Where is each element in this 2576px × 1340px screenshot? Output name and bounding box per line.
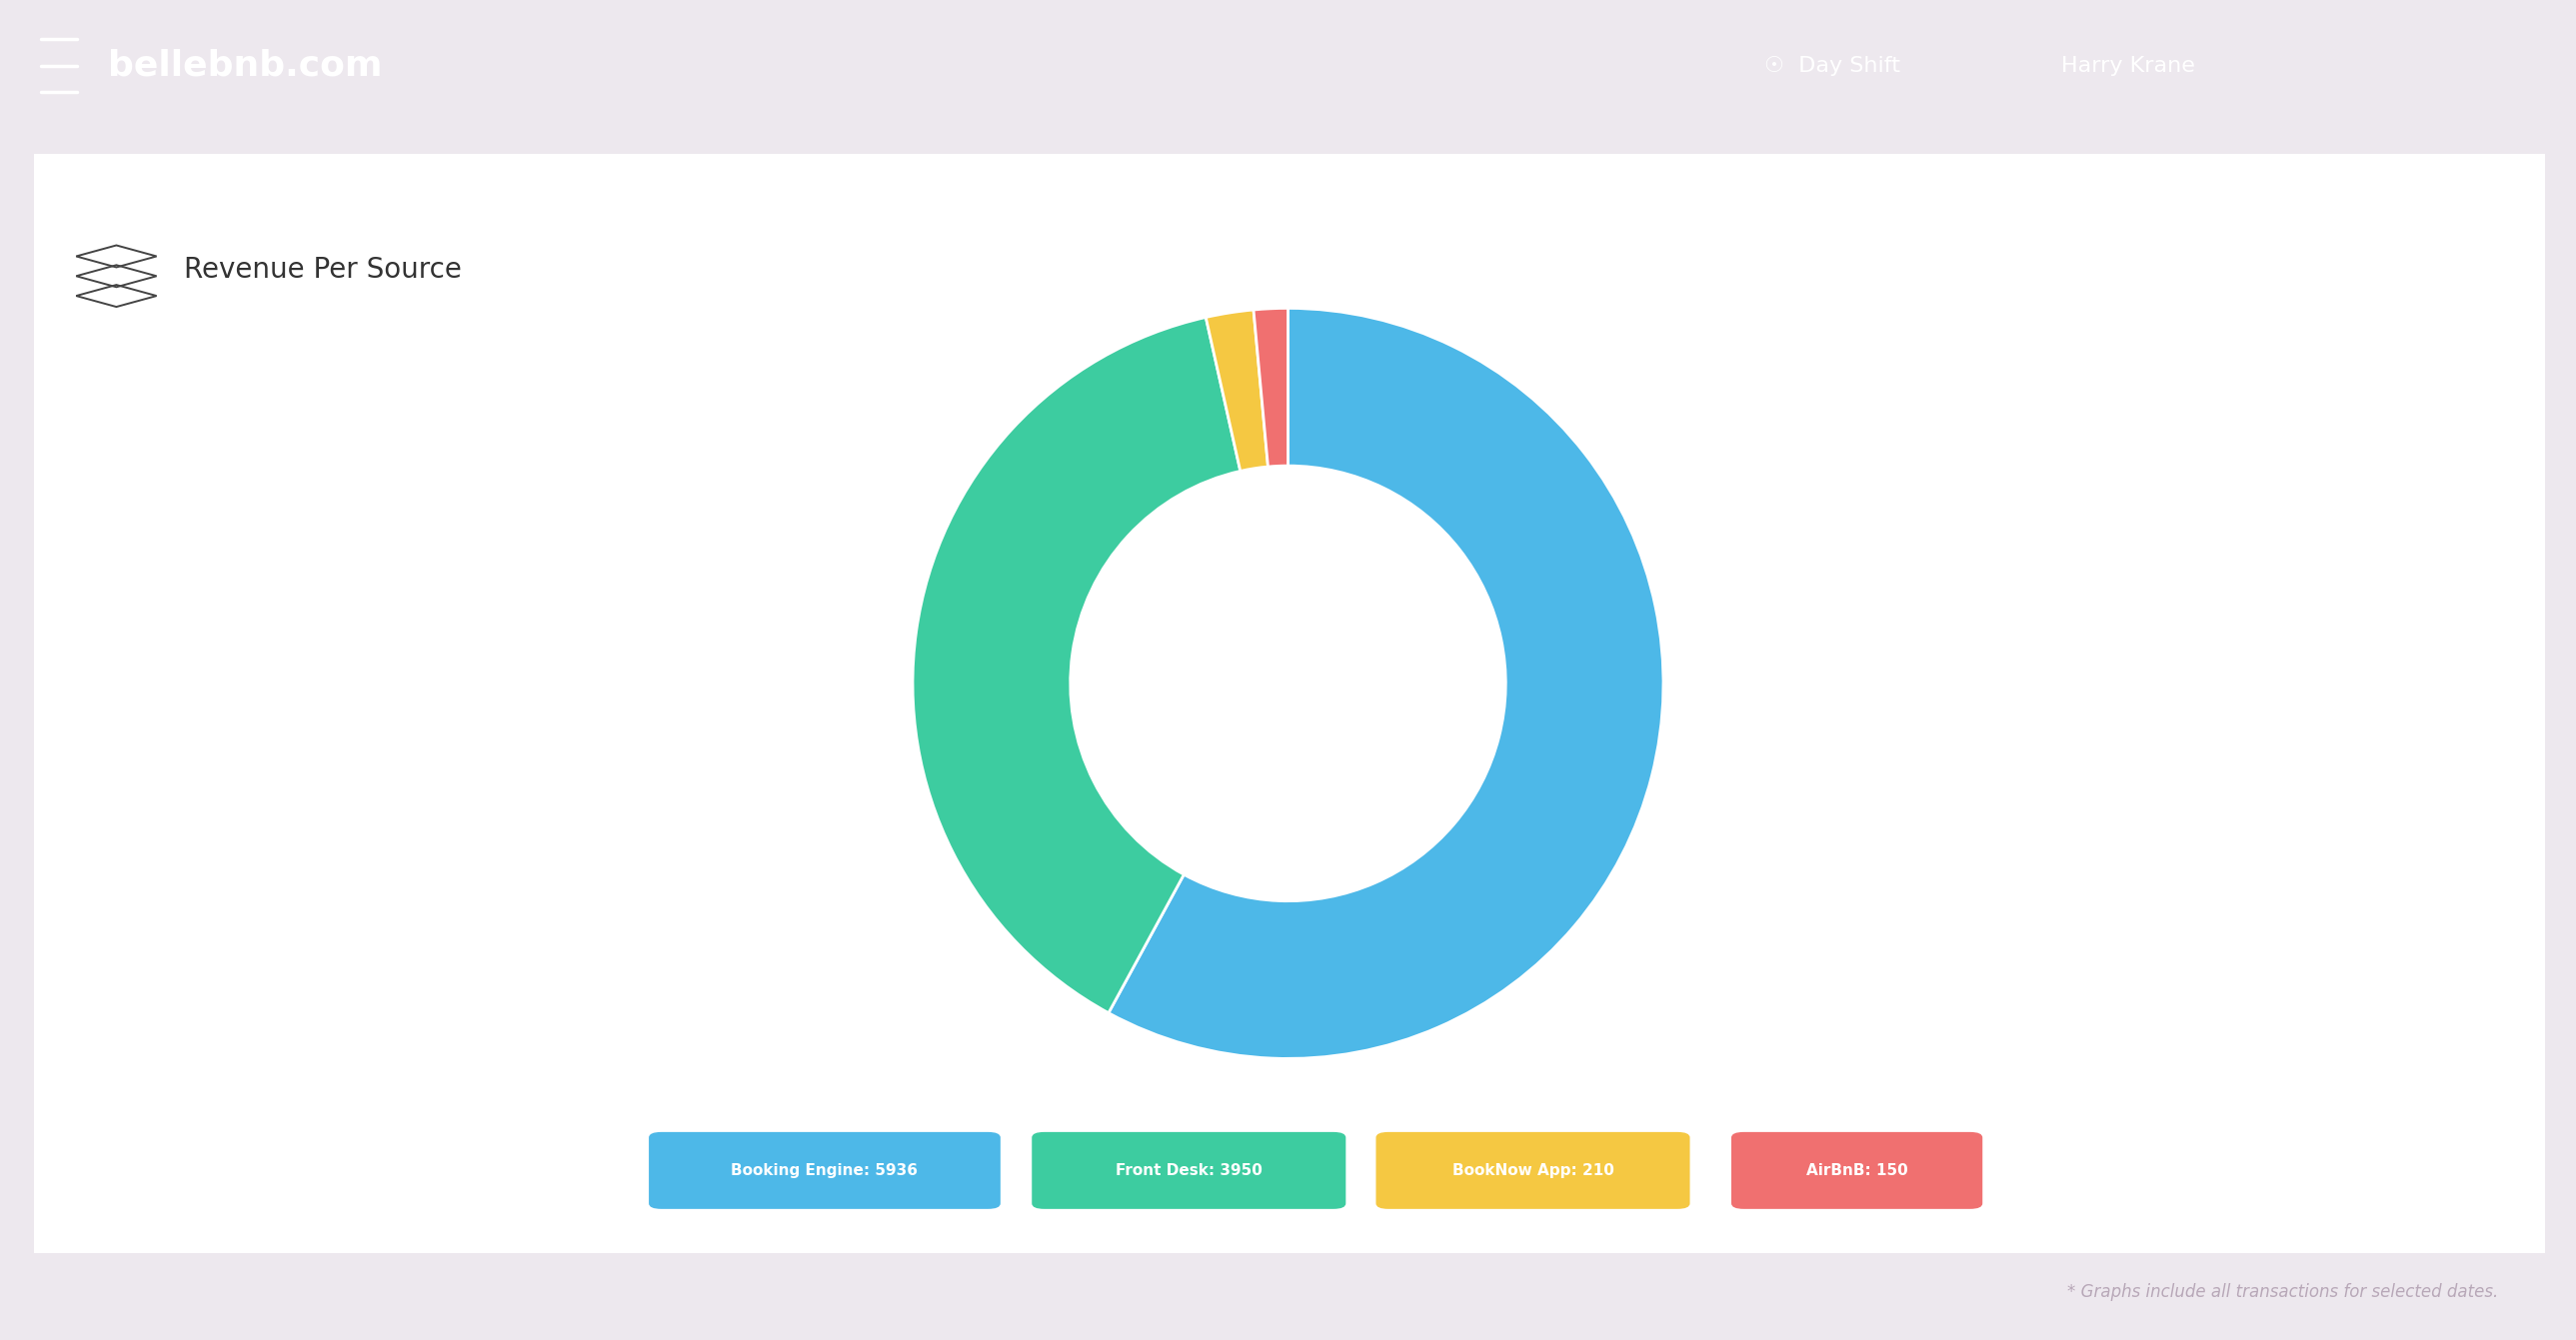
Text: ☉  Day Shift: ☉ Day Shift — [1765, 56, 1901, 75]
Text: BookNow App: 210: BookNow App: 210 — [1453, 1163, 1613, 1178]
Wedge shape — [1255, 308, 1288, 466]
Wedge shape — [1206, 310, 1267, 472]
Text: Booking Engine: 5936: Booking Engine: 5936 — [732, 1163, 917, 1178]
FancyBboxPatch shape — [1376, 1132, 1690, 1209]
FancyBboxPatch shape — [649, 1132, 999, 1209]
Text: Front Desk: 3950: Front Desk: 3950 — [1115, 1163, 1262, 1178]
FancyBboxPatch shape — [23, 150, 2555, 1257]
FancyBboxPatch shape — [1033, 1132, 1345, 1209]
Wedge shape — [1108, 308, 1664, 1059]
FancyBboxPatch shape — [1731, 1132, 1984, 1209]
Text: Revenue Per Source: Revenue Per Source — [185, 256, 461, 284]
Text: AirBnB: 150: AirBnB: 150 — [1806, 1163, 1909, 1178]
Text: Harry Krane: Harry Krane — [2061, 56, 2195, 75]
Text: * Graphs include all transactions for selected dates.: * Graphs include all transactions for se… — [2069, 1284, 2499, 1301]
Text: bellebnb.com: bellebnb.com — [108, 48, 384, 83]
Wedge shape — [912, 318, 1239, 1013]
